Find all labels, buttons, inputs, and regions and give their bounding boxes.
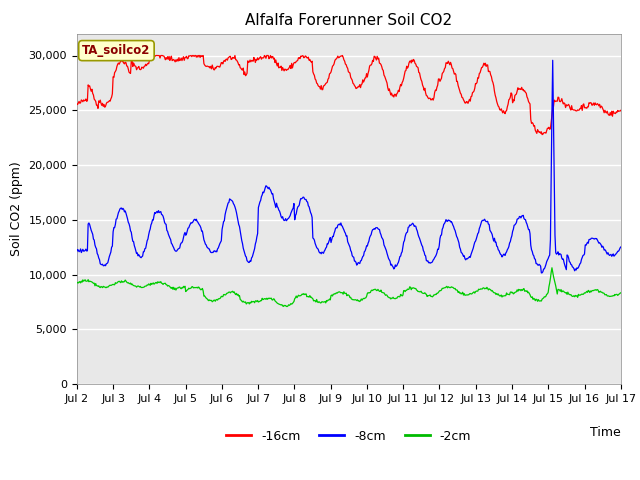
Text: TA_soilco2: TA_soilco2 — [82, 44, 150, 57]
Text: Time: Time — [590, 426, 621, 439]
Legend: -16cm, -8cm, -2cm: -16cm, -8cm, -2cm — [221, 425, 476, 448]
Y-axis label: Soil CO2 (ppm): Soil CO2 (ppm) — [10, 161, 23, 256]
Title: Alfalfa Forerunner Soil CO2: Alfalfa Forerunner Soil CO2 — [245, 13, 452, 28]
